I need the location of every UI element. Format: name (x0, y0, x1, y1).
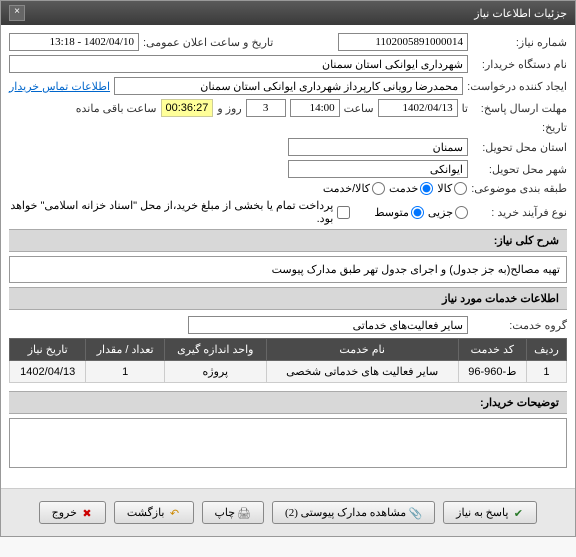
row-purchase-type: نوع فرآیند خرید : جزیی متوسط پرداخت تمام… (9, 199, 567, 225)
radio-both-label: کالا/خدمت (323, 182, 370, 195)
td-qty: 1 (86, 361, 165, 383)
contact-link[interactable]: اطلاعات تماس خریدار (9, 80, 110, 93)
radio-goods-input[interactable] (454, 182, 467, 195)
payment-note: پرداخت تمام یا بخشی از مبلغ خرید،از محل … (9, 199, 333, 225)
remaining-label: ساعت باقی مانده (76, 102, 157, 115)
services-header: اطلاعات خدمات مورد نیاز (9, 287, 567, 310)
reply-icon: ✔ (512, 507, 524, 519)
radio-partial[interactable]: جزیی (428, 206, 468, 219)
row-service-group: گروه خدمت: (9, 316, 567, 334)
row-history: تاریخ: (9, 121, 567, 134)
buyer-remarks-header: توضیحات خریدار: (9, 391, 567, 414)
row-requester: ایجاد کننده درخواست: اطلاعات تماس خریدار (9, 77, 567, 95)
table-row[interactable]: 1 ط-960-96 سایر فعالیت های خدماتی شخصی پ… (10, 361, 567, 383)
form-content: شماره نیاز: تاریخ و ساعت اعلان عمومی: نا… (1, 25, 575, 480)
purchase-radio-group: جزیی متوسط (374, 206, 468, 219)
td-code: ط-960-96 (458, 361, 526, 383)
back-button-label: بازگشت (127, 506, 165, 519)
radio-partial-input[interactable] (455, 206, 468, 219)
announce-label: تاریخ و ساعت اعلان عمومی: (143, 36, 273, 49)
print-button-label: چاپ (215, 506, 236, 519)
row-deadline: مهلت ارسال پاسخ: تا ساعت روز و 00:36:27 … (9, 99, 567, 117)
category-radio-group: کالا خدمت کالا/خدمت (323, 182, 467, 195)
footer-buttons: ✔ پاسخ به نیاز 📎 مشاهده مدارک پیوستی (2)… (1, 488, 575, 536)
attachment-icon: 📎 (410, 507, 422, 519)
attachments-button-label: مشاهده مدارک پیوستی (2) (285, 506, 406, 519)
attachments-button[interactable]: 📎 مشاهده مدارک پیوستی (2) (272, 501, 435, 524)
service-group-input[interactable] (188, 316, 468, 334)
services-table: ردیف کد خدمت نام خدمت واحد اندازه گیری ت… (9, 338, 567, 383)
td-row: 1 (526, 361, 566, 383)
td-name: سایر فعالیت های خدماتی شخصی (266, 361, 458, 383)
payment-checkbox[interactable] (337, 206, 350, 219)
th-row: ردیف (526, 339, 566, 361)
deadline-date-input[interactable] (378, 99, 458, 117)
radio-service[interactable]: خدمت (389, 182, 433, 195)
radio-medium-label: متوسط (374, 206, 409, 219)
exit-button-label: خروج (52, 506, 77, 519)
days-remaining-input[interactable] (246, 99, 286, 117)
th-code: کد خدمت (458, 339, 526, 361)
row-category: طبقه بندی موضوعی: کالا خدمت کالا/خدمت (9, 182, 567, 195)
exit-button[interactable]: ✖ خروج (39, 501, 106, 524)
radio-medium-input[interactable] (411, 206, 424, 219)
row-city: شهر محل تحویل: (9, 160, 567, 178)
reply-button-label: پاسخ به نیاز (456, 506, 508, 519)
purchase-type-label: نوع فرآیند خرید : (472, 206, 567, 219)
deadline-until: تا (462, 102, 468, 115)
close-icon[interactable]: × (9, 5, 25, 21)
payment-checkbox-row: پرداخت تمام یا بخشی از مبلغ خرید،از محل … (9, 199, 350, 225)
row-province: استان محل تحویل: (9, 138, 567, 156)
need-number-label: شماره نیاز: (472, 36, 567, 49)
requester-label: ایجاد کننده درخواست: (467, 80, 567, 93)
buyer-input[interactable] (9, 55, 468, 73)
category-label: طبقه بندی موضوعی: (471, 182, 567, 195)
radio-service-label: خدمت (389, 182, 418, 195)
history-label: تاریخ: (472, 121, 567, 134)
print-button[interactable]: 🖨 چاپ (202, 501, 265, 524)
days-label: روز و (217, 102, 241, 115)
radio-both-input[interactable] (372, 182, 385, 195)
th-qty: تعداد / مقدار (86, 339, 165, 361)
back-icon: ↶ (169, 507, 181, 519)
deadline-label: مهلت ارسال پاسخ: (472, 102, 567, 115)
th-unit: واحد اندازه گیری (164, 339, 266, 361)
need-desc-header: شرح کلی نیاز: (9, 229, 567, 252)
buyer-remarks-box (9, 418, 567, 468)
td-unit: پروژه (164, 361, 266, 383)
need-desc-box: تهیه مصالح(به جز جدول) و اجرای جدول تهر … (9, 256, 567, 283)
table-header-row: ردیف کد خدمت نام خدمت واحد اندازه گیری ت… (10, 339, 567, 361)
buyer-label: نام دستگاه خریدار: (472, 58, 567, 71)
title-bar: جزئیات اطلاعات نیاز × (1, 1, 575, 25)
row-buyer: نام دستگاه خریدار: (9, 55, 567, 73)
exit-icon: ✖ (81, 507, 93, 519)
radio-partial-label: جزیی (428, 206, 453, 219)
radio-goods-label: کالا (437, 182, 452, 195)
countdown-timer: 00:36:27 (161, 99, 214, 117)
city-label: شهر محل تحویل: (472, 163, 567, 176)
deadline-time-input[interactable] (290, 99, 340, 117)
row-need-number: شماره نیاز: تاریخ و ساعت اعلان عمومی: (9, 33, 567, 51)
main-window: جزئیات اطلاعات نیاز × شماره نیاز: تاریخ … (0, 0, 576, 537)
window-title: جزئیات اطلاعات نیاز (474, 7, 567, 20)
need-number-input[interactable] (338, 33, 468, 51)
announce-input[interactable] (9, 33, 139, 51)
province-label: استان محل تحویل: (472, 141, 567, 154)
th-name: نام خدمت (266, 339, 458, 361)
radio-medium[interactable]: متوسط (374, 206, 424, 219)
radio-service-input[interactable] (420, 182, 433, 195)
city-input[interactable] (288, 160, 468, 178)
td-date: 1402/04/13 (10, 361, 86, 383)
radio-both[interactable]: کالا/خدمت (323, 182, 385, 195)
back-button[interactable]: ↶ بازگشت (114, 501, 194, 524)
reply-button[interactable]: ✔ پاسخ به نیاز (443, 501, 537, 524)
th-date: تاریخ نیاز (10, 339, 86, 361)
province-input[interactable] (288, 138, 468, 156)
print-icon: 🖨 (239, 507, 251, 519)
service-group-label: گروه خدمت: (472, 319, 567, 332)
radio-goods[interactable]: کالا (437, 182, 467, 195)
time-label: ساعت (344, 102, 374, 115)
requester-input[interactable] (114, 77, 463, 95)
